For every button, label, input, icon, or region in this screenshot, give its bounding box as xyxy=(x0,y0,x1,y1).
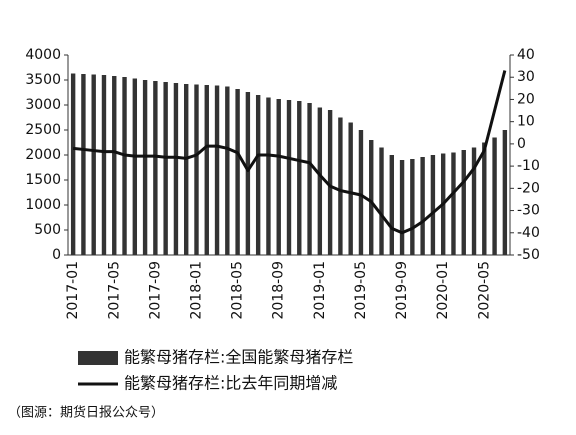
y-tick-label: 4000 xyxy=(25,47,61,63)
bar xyxy=(410,159,415,255)
bar xyxy=(492,137,497,255)
legend-label: 能繁母猪存栏:比去年同期增减 xyxy=(124,374,337,393)
bar xyxy=(142,80,148,255)
y-tick-label: 1500 xyxy=(25,172,61,188)
legend-label: 能繁母猪存栏:全国能繁母猪存栏 xyxy=(124,348,353,367)
bar xyxy=(153,81,158,255)
y-tick-label: 1000 xyxy=(25,197,61,213)
bar xyxy=(389,155,394,255)
x-tick-label: 2019-01 xyxy=(312,261,328,320)
bar xyxy=(276,99,281,255)
y2-tick-label: -10 xyxy=(517,158,540,174)
y2-tick-label: -40 xyxy=(517,225,540,241)
bar xyxy=(194,84,199,255)
bar xyxy=(430,155,436,255)
bar xyxy=(317,107,323,255)
y-tick-label: 0 xyxy=(52,247,61,263)
source-note: （图源：期货日报公众号） xyxy=(8,405,164,421)
x-tick-label: 2019-05 xyxy=(353,261,369,320)
x-tick-label: 2020-01 xyxy=(435,261,451,320)
bar xyxy=(204,85,209,255)
bar xyxy=(122,77,127,255)
bar xyxy=(266,97,271,255)
legend-swatch xyxy=(78,351,118,365)
y2-tick-label: 40 xyxy=(517,47,535,63)
bar xyxy=(297,101,302,255)
y-tick-label: 2000 xyxy=(25,147,61,163)
y2-tick-label: 0 xyxy=(517,136,526,152)
bar xyxy=(163,82,168,255)
bar xyxy=(286,100,292,255)
x-tick-label: 2018-01 xyxy=(188,261,204,320)
bar xyxy=(255,95,261,255)
x-tick-label: 2017-09 xyxy=(147,261,163,320)
bar xyxy=(471,147,477,255)
bar xyxy=(132,78,138,255)
bar xyxy=(112,76,117,255)
y2-tick-label: -50 xyxy=(517,247,540,263)
bar xyxy=(420,157,425,255)
bar xyxy=(70,73,76,255)
x-tick-label: 2018-05 xyxy=(230,261,246,320)
bar xyxy=(307,103,312,255)
bar xyxy=(245,92,251,255)
bar xyxy=(327,110,333,255)
x-tick-label: 2018-09 xyxy=(271,261,287,320)
y-tick-label: 3000 xyxy=(25,97,61,113)
bar xyxy=(235,89,240,255)
y-tick-label: 3500 xyxy=(25,72,61,88)
bar xyxy=(482,142,487,255)
bar xyxy=(461,150,466,255)
x-tick-label: 2017-01 xyxy=(65,261,81,320)
bar xyxy=(379,147,384,255)
y2-tick-label: 30 xyxy=(517,69,535,85)
bar xyxy=(502,130,508,255)
x-tick-label: 2017-05 xyxy=(106,261,122,320)
bar xyxy=(399,160,405,255)
bar xyxy=(214,85,220,255)
bar xyxy=(173,83,179,255)
y-tick-label: 2500 xyxy=(25,122,61,138)
y2-tick-label: -20 xyxy=(517,180,540,196)
y-tick-label: 500 xyxy=(34,222,61,238)
x-tick-label: 2019-09 xyxy=(394,261,410,320)
bar xyxy=(338,117,343,255)
bar xyxy=(358,130,364,255)
line xyxy=(72,70,507,235)
bar xyxy=(369,140,374,255)
y2-tick-label: 10 xyxy=(517,114,535,130)
bar xyxy=(81,74,86,255)
bar xyxy=(348,122,353,255)
y2-tick-label: 20 xyxy=(517,91,535,107)
y2-tick-label: -30 xyxy=(517,203,540,219)
bar xyxy=(91,74,96,255)
bar xyxy=(451,152,456,255)
bar xyxy=(225,86,230,255)
bar xyxy=(101,75,107,255)
bar xyxy=(184,84,189,255)
x-tick-label: 2020-05 xyxy=(476,261,492,320)
